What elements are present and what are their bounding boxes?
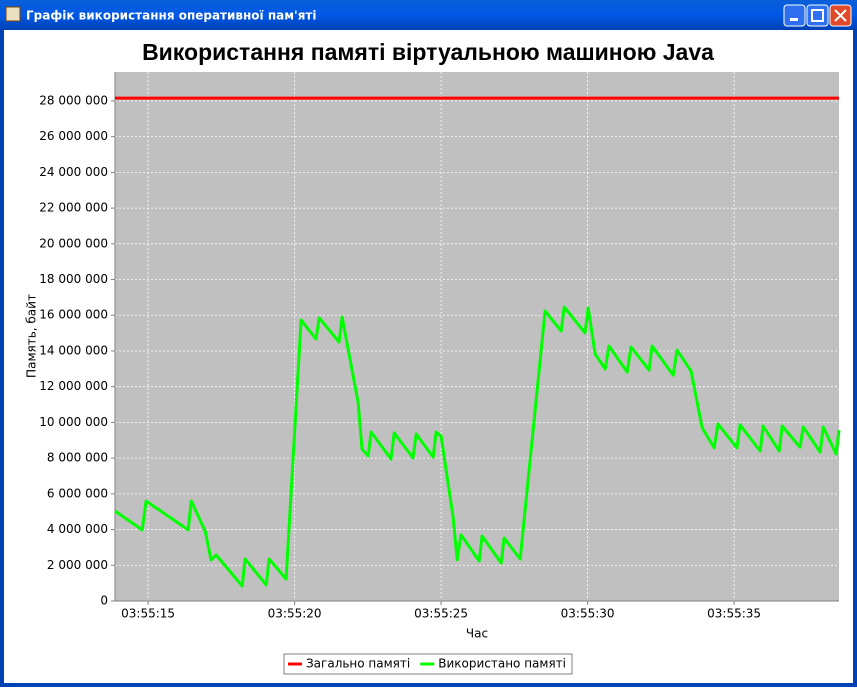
legend-label: Загально памяті: [306, 657, 410, 671]
x-tick-label: 03:55:25: [414, 607, 468, 621]
x-tick-label: 03:55:35: [707, 607, 761, 621]
x-tick-label: 03:55:15: [121, 607, 175, 621]
y-tick-label: 0: [100, 594, 108, 608]
chart-title: Використання памяті віртуальною машиною …: [142, 39, 714, 65]
close-icon: [834, 9, 847, 22]
y-tick-label: 8 000 000: [47, 451, 108, 465]
y-tick-label: 14 000 000: [39, 343, 108, 357]
minimize-icon: [790, 18, 798, 21]
y-tick-label: 16 000 000: [39, 308, 108, 322]
maximize-button[interactable]: [806, 4, 829, 27]
y-tick-label: 12 000 000: [39, 379, 108, 393]
plot-area: [115, 72, 839, 601]
y-tick-label: 26 000 000: [39, 129, 108, 143]
series-line: [114, 305, 841, 588]
y-tick-label: 18 000 000: [39, 272, 108, 286]
y-tick-label: 4 000 000: [47, 522, 108, 536]
x-tick-label: 03:55:30: [561, 607, 615, 621]
y-tick-label: 6 000 000: [47, 486, 108, 500]
y-tick-label: 28 000 000: [39, 93, 108, 107]
y-axis-label: Память, байт: [25, 294, 39, 378]
x-tick-label: 03:55:20: [268, 607, 322, 621]
y-tick-label: 22 000 000: [39, 201, 108, 215]
x-axis-label: Час: [466, 627, 488, 641]
y-tick-label: 2 000 000: [47, 558, 108, 572]
maximize-icon: [811, 9, 824, 22]
app-icon: [5, 6, 21, 22]
legend-label: Використано памяті: [438, 657, 566, 671]
minimize-button[interactable]: [783, 4, 806, 27]
window-title: Графік використання оперативної пам'яті: [26, 9, 316, 23]
title-bar: [0, 0, 857, 30]
y-tick-label: 24 000 000: [39, 165, 108, 179]
y-tick-label: 20 000 000: [39, 236, 108, 250]
y-tick-label: 10 000 000: [39, 415, 108, 429]
